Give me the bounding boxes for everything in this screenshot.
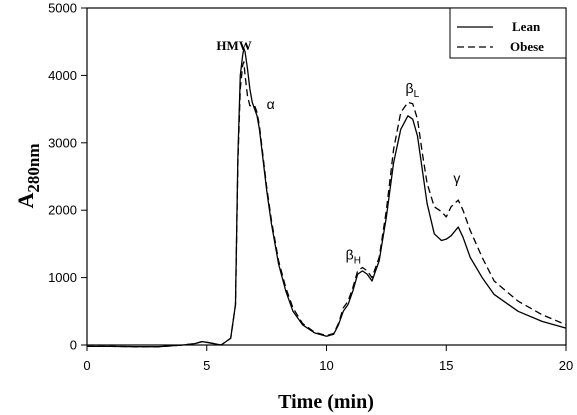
peak-label: βL <box>406 80 420 100</box>
peak-label-subscript: H <box>354 255 361 266</box>
peak-label-text: HMW <box>216 38 251 53</box>
peak-label: βH <box>346 246 361 266</box>
peak-label-text: γ <box>453 170 460 186</box>
peak-label-text: β <box>406 80 414 96</box>
series-line-lean <box>87 47 567 348</box>
x-tick-label: 0 <box>83 358 90 373</box>
series-layer <box>87 47 567 348</box>
x-axis: 0 5 10 15 20 <box>83 345 573 373</box>
y-tick-label: 3000 <box>48 135 77 150</box>
svg-text:A280nm: A280nm <box>13 143 43 208</box>
series-line-obese <box>87 61 567 348</box>
peak-label-subscript: L <box>414 89 420 100</box>
y-tick-label: 1000 <box>48 270 77 285</box>
x-tick-label: 20 <box>559 358 573 373</box>
x-tick-label: 5 <box>203 358 210 373</box>
y-axis-title-main: A <box>13 193 38 209</box>
y-tick-label: 4000 <box>48 68 77 83</box>
y-axis-title: A280nm <box>13 143 43 208</box>
peak-label: γ <box>453 170 460 186</box>
peak-label: α <box>267 96 275 112</box>
x-axis-title: Time (min) <box>278 391 374 413</box>
peak-label: HMW <box>216 38 251 53</box>
legend-label-obese: Obese <box>510 39 544 54</box>
legend-box <box>449 7 567 59</box>
peak-label-text: β <box>346 246 354 262</box>
y-tick-label: 0 <box>70 338 77 353</box>
x-tick-label: 15 <box>439 358 453 373</box>
y-axis: 0 1000 2000 3000 4000 5000 <box>48 1 87 353</box>
x-tick-label: 10 <box>319 358 333 373</box>
y-axis-title-sub: 280nm <box>24 143 43 192</box>
y-tick-label: 2000 <box>48 203 77 218</box>
peak-label-text: α <box>267 96 275 112</box>
legend: Lean Obese <box>449 7 567 59</box>
y-tick-label: 5000 <box>48 1 77 16</box>
legend-label-lean: Lean <box>512 19 541 34</box>
